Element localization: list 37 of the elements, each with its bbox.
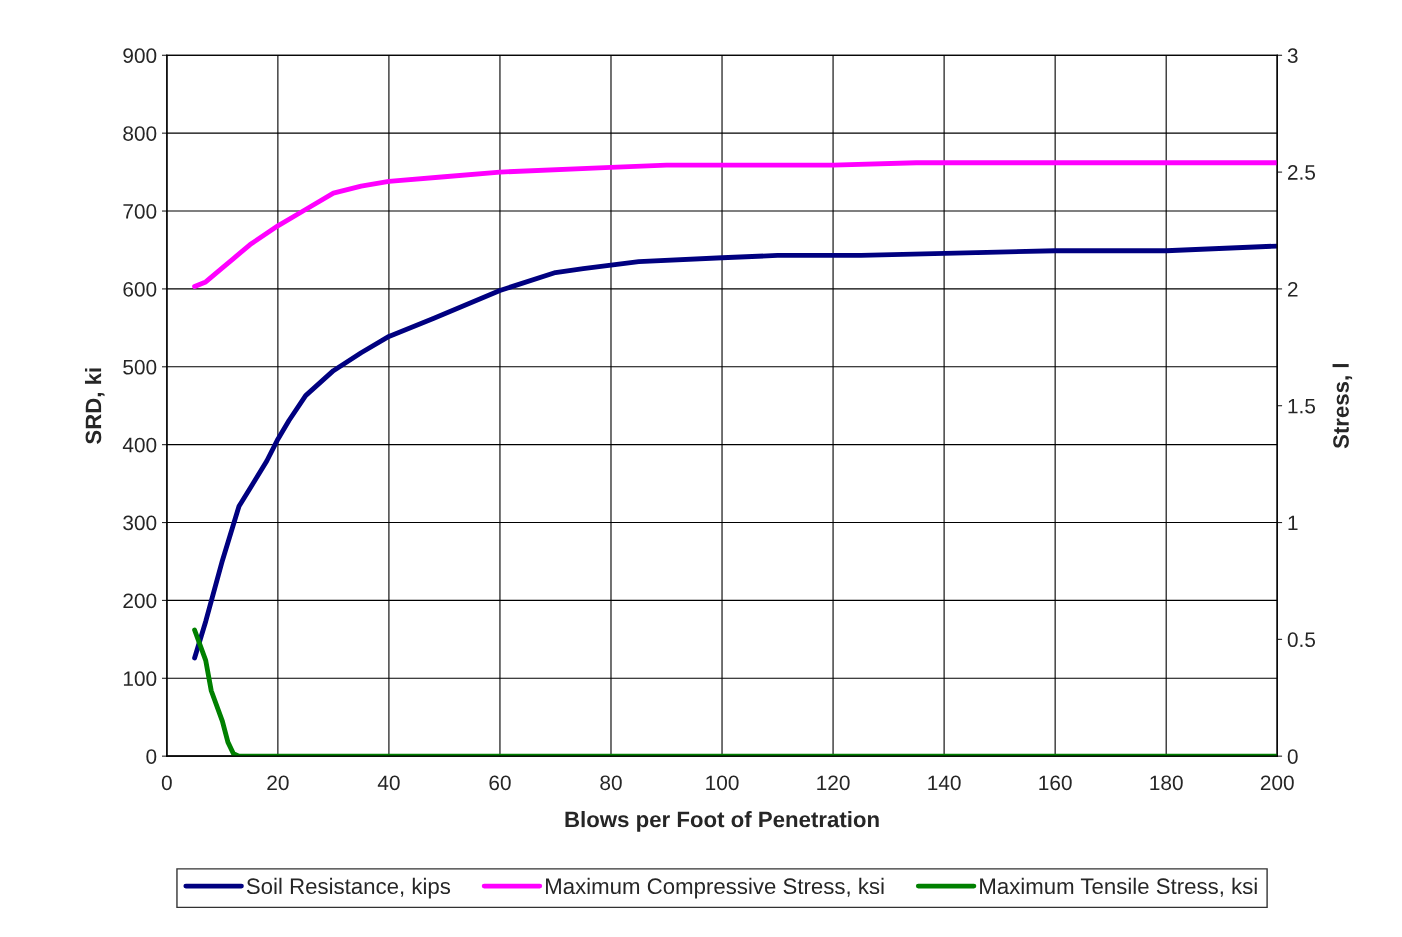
y-tick-label: 400 bbox=[122, 437, 157, 453]
x-tick-label: 20 bbox=[267, 775, 289, 791]
y2-axis-title: Stress, l bbox=[1332, 364, 1353, 449]
line-series bbox=[192, 243, 1278, 661]
x-tick-label: 100 bbox=[706, 775, 739, 791]
y2-tick-label: 2.5 bbox=[1287, 165, 1316, 180]
x-tick-label: 60 bbox=[489, 775, 511, 791]
x-tick-label: 160 bbox=[1039, 775, 1072, 791]
x-tick-label: 140 bbox=[928, 775, 961, 791]
x-axis-title: Blows per Foot of Penetration bbox=[565, 811, 879, 832]
legend-label: Soil Resistance, kips bbox=[246, 877, 451, 899]
y2-tick-label: 3 bbox=[1287, 48, 1298, 64]
y-axis-title: SRD, ki bbox=[84, 368, 105, 444]
x-tick-label: 40 bbox=[377, 775, 400, 791]
y2-tick-label: 0.5 bbox=[1287, 632, 1316, 648]
y-tick-label: 800 bbox=[123, 126, 157, 141]
x-tick-label: 0 bbox=[161, 775, 172, 791]
y2-tick-label: 0 bbox=[1287, 749, 1298, 764]
line-series bbox=[192, 160, 1278, 289]
y-tick-label: 700 bbox=[123, 204, 157, 219]
y2-tick-label: 1 bbox=[1288, 515, 1298, 531]
x-tick-label: 80 bbox=[600, 775, 622, 791]
line-series bbox=[192, 627, 1278, 757]
x-tick-label: 180 bbox=[1150, 775, 1183, 791]
y2-tick-label: 2 bbox=[1287, 281, 1298, 297]
y-tick-label: 300 bbox=[123, 515, 157, 531]
y2-tick-label: 1.5 bbox=[1288, 398, 1316, 414]
y-tick-label: 600 bbox=[123, 281, 157, 297]
y-tick-label: 200 bbox=[123, 593, 157, 609]
y-tick-label: 900 bbox=[123, 48, 157, 64]
legend-label: Maximum Compressive Stress, ksi bbox=[546, 877, 884, 899]
legend-label: Maximum Tensile Stress, ksi bbox=[980, 877, 1257, 897]
x-tick-label: 200 bbox=[1260, 775, 1294, 791]
x-tick-label: 120 bbox=[817, 775, 850, 791]
y-tick-label: 500 bbox=[123, 359, 157, 375]
y-tick-label: 0 bbox=[146, 749, 157, 764]
y-tick-label: 100 bbox=[123, 671, 157, 687]
